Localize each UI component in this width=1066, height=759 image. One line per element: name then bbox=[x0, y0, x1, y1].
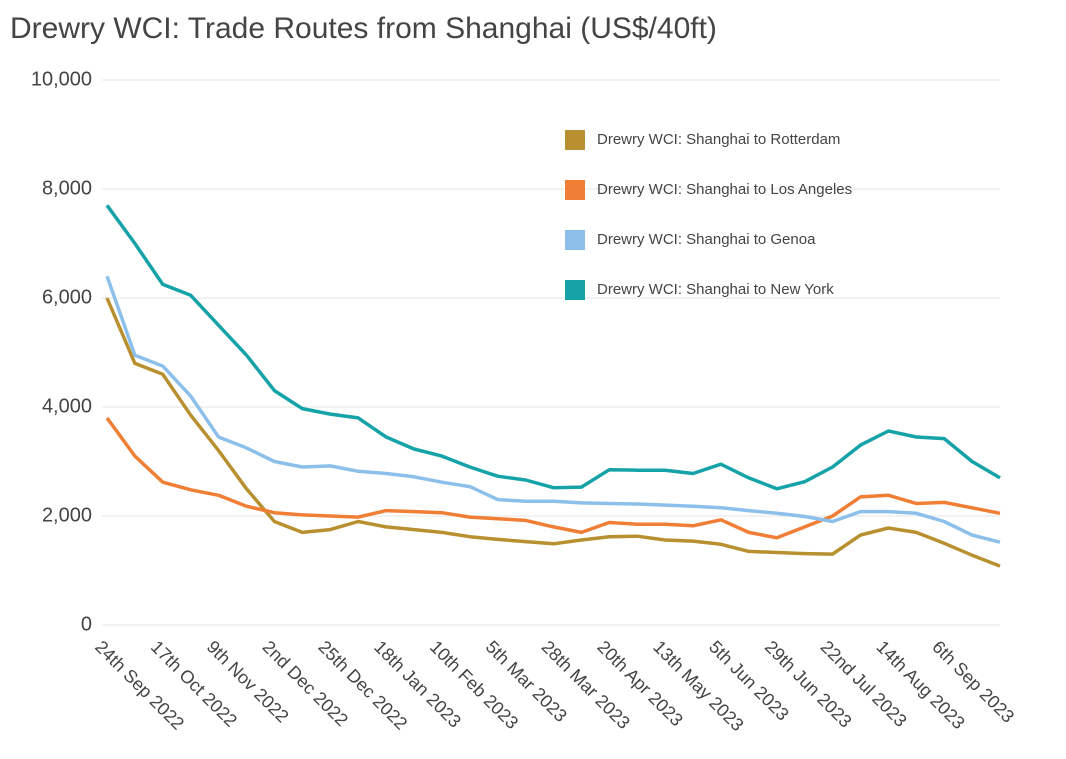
legend-label: Drewry WCI: Shanghai to New York bbox=[597, 281, 834, 298]
series-line bbox=[105, 297, 1001, 568]
legend-label: Drewry WCI: Shanghai to Rotterdam bbox=[597, 131, 840, 148]
legend-swatch bbox=[565, 180, 585, 200]
series-line bbox=[105, 416, 1001, 540]
series-line bbox=[105, 275, 1001, 544]
y-tick-label: 8,000 bbox=[42, 177, 92, 199]
legend-swatch bbox=[565, 230, 585, 250]
y-tick-label: 10,000 bbox=[31, 68, 92, 90]
series-line bbox=[105, 204, 1001, 491]
legend-label: Drewry WCI: Shanghai to Genoa bbox=[597, 231, 816, 248]
legend-swatch bbox=[565, 280, 585, 300]
legend-label: Drewry WCI: Shanghai to Los Angeles bbox=[597, 181, 852, 198]
y-tick-label: 6,000 bbox=[42, 286, 92, 308]
y-tick-label: 0 bbox=[81, 613, 92, 635]
y-tick-label: 2,000 bbox=[42, 504, 92, 526]
legend-swatch bbox=[565, 130, 585, 150]
y-tick-label: 4,000 bbox=[42, 395, 92, 417]
chart-title: Drewry WCI: Trade Routes from Shanghai (… bbox=[10, 12, 717, 45]
